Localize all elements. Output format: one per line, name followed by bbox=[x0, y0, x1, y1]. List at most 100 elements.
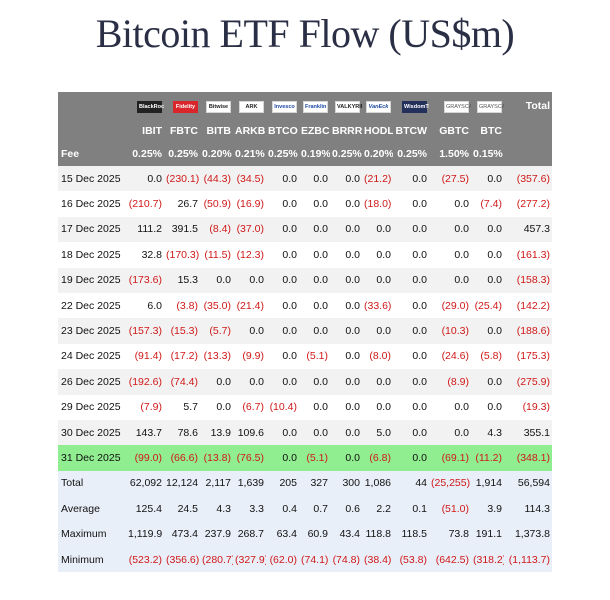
date-cell: 24 Dec 2025 bbox=[58, 343, 126, 370]
table-row: 26 Dec 2025 (192.6) (74.4) 0.0 0.0 0.0 0.0 0.0 0… bbox=[58, 369, 552, 395]
flow-cell: 0.0 bbox=[266, 191, 299, 217]
table-row: 29 Dec 2025 (7.9) 5.7 0.0 (6.7) (10.4) 0.0 0.0 0… bbox=[58, 394, 552, 420]
flow-cell: 0.0 bbox=[330, 419, 362, 446]
flow-cell: 4.3 bbox=[471, 419, 504, 446]
flow-cell: (173.6) bbox=[126, 267, 164, 293]
table-row: 18 Dec 2025 32.8 (170.3) (11.5) (12.3) 0.0 0.0… bbox=[58, 242, 552, 268]
flow-cell: 5.0 bbox=[362, 419, 393, 446]
date-cell: 29 Dec 2025 bbox=[58, 394, 126, 420]
flow-cell: 0.0 bbox=[299, 419, 330, 446]
summary-cell: (53.8) bbox=[393, 546, 429, 573]
flow-cell: (74.4) bbox=[164, 369, 200, 395]
fee-cell: 0.19% bbox=[299, 142, 330, 166]
flow-cell: (11.2) bbox=[471, 445, 504, 471]
summary-cell: 0.7 bbox=[299, 496, 330, 522]
date-cell: 22 Dec 2025 bbox=[58, 292, 126, 319]
flow-cell: 0.0 bbox=[330, 318, 362, 344]
flow-cell: 0.0 bbox=[266, 292, 299, 319]
flow-cell: (170.3) bbox=[164, 242, 200, 268]
ticker-row: IBIT FBTC BITB ARKB BTCO EZBC BRRR HODL BTCW GBTC… bbox=[58, 119, 552, 142]
flow-cell: 0.0 bbox=[266, 369, 299, 395]
flow-cell: (66.6) bbox=[164, 445, 200, 471]
summary-cell: 205 bbox=[266, 470, 299, 497]
flow-cell: 0.0 bbox=[266, 216, 299, 243]
flow-cell: 0.0 bbox=[393, 242, 429, 268]
summary-cell: 1,639 bbox=[233, 470, 266, 497]
flow-cell: 0.0 bbox=[362, 394, 393, 420]
flow-cell: (25.4) bbox=[471, 292, 504, 319]
summary-row: Maximum 1,119.9 473.4 237.9 268.7 63.4 60.9 43.… bbox=[58, 521, 552, 547]
fee-cell: 0.25% bbox=[126, 142, 164, 166]
flow-cell: 0.0 bbox=[393, 216, 429, 243]
flow-cell: 111.2 bbox=[126, 216, 164, 243]
row-total-cell: (357.6) bbox=[504, 166, 552, 192]
flow-cell: 0.0 bbox=[393, 166, 429, 192]
fidelity-logo: Fidelity bbox=[173, 100, 198, 113]
summary-cell: 473.4 bbox=[164, 521, 200, 547]
table-row: 15 Dec 2025 0.0 (230.1) (44.3) (34.5) 0.0 0.0 0… bbox=[58, 166, 552, 192]
flow-cell: 0.0 bbox=[471, 267, 504, 293]
flow-cell: (15.3) bbox=[164, 318, 200, 344]
summary-total-cell: 114.3 bbox=[504, 496, 552, 522]
date-cell: 30 Dec 2025 bbox=[58, 419, 126, 446]
ark-invest-logo: ARK bbox=[239, 100, 264, 113]
flow-cell: 0.0 bbox=[393, 292, 429, 319]
table-row: 23 Dec 2025 (157.3) (15.3) (5.7) 0.0 0.0 0.0 0.… bbox=[58, 318, 552, 344]
summary-cell: (25,255) bbox=[429, 470, 471, 497]
wisdomtree-logo: WisdomTree bbox=[402, 100, 429, 113]
summary-cell: (327.9) bbox=[233, 546, 266, 573]
summary-cell: 118.8 bbox=[362, 521, 393, 547]
summary-label: Maximum bbox=[58, 521, 126, 547]
flow-cell: 0.0 bbox=[429, 191, 471, 217]
summary-cell: 3.3 bbox=[233, 496, 266, 522]
flow-cell: 0.0 bbox=[393, 267, 429, 293]
fee-row: Fee 0.25% 0.25% 0.20% 0.21% 0.25% 0.19% 0.25% 0… bbox=[58, 142, 552, 166]
flow-cell: 0.0 bbox=[330, 216, 362, 243]
flow-cell: (10.4) bbox=[266, 394, 299, 420]
fee-cell: 0.25% bbox=[266, 142, 299, 166]
flow-cell: (192.6) bbox=[126, 369, 164, 395]
flow-cell: 109.6 bbox=[233, 419, 266, 446]
flow-cell: (230.1) bbox=[164, 166, 200, 192]
ticker-header: BRRR bbox=[330, 119, 362, 142]
flow-cell: 0.0 bbox=[362, 369, 393, 395]
summary-cell: 43.4 bbox=[330, 521, 362, 547]
flow-cell: 0.0 bbox=[299, 292, 330, 319]
flow-cell: 0.0 bbox=[330, 369, 362, 395]
ticker-header: BITB bbox=[200, 119, 233, 142]
summary-cell: 2,117 bbox=[200, 470, 233, 497]
flow-cell: (5.1) bbox=[299, 445, 330, 471]
flow-cell: (37.0) bbox=[233, 216, 266, 243]
ticker-header: BTC bbox=[471, 119, 504, 142]
row-total-cell: (275.9) bbox=[504, 369, 552, 395]
summary-cell: 4.3 bbox=[200, 496, 233, 522]
flow-cell: (24.6) bbox=[429, 343, 471, 370]
flow-cell: 0.0 bbox=[299, 394, 330, 420]
summary-cell: 1,119.9 bbox=[126, 521, 164, 547]
flow-cell: (35.0) bbox=[200, 292, 233, 319]
summary-cell: 118.5 bbox=[393, 521, 429, 547]
empty-cell bbox=[58, 92, 126, 119]
flow-cell: 391.5 bbox=[164, 216, 200, 243]
flow-cell: (13.8) bbox=[200, 445, 233, 471]
summary-total-cell: 1,373.8 bbox=[504, 521, 552, 547]
flow-cell: 0.0 bbox=[393, 419, 429, 446]
invesco-logo: Invesco bbox=[272, 100, 297, 113]
flow-cell: (16.9) bbox=[233, 191, 266, 217]
flow-cell: (5.1) bbox=[299, 343, 330, 370]
date-cell: 26 Dec 2025 bbox=[58, 369, 126, 395]
flow-cell: (8.0) bbox=[362, 343, 393, 370]
flow-cell: (13.3) bbox=[200, 343, 233, 370]
flow-cell: 0.0 bbox=[299, 369, 330, 395]
flow-cell: (210.7) bbox=[126, 191, 164, 217]
date-cell: 19 Dec 2025 bbox=[58, 267, 126, 293]
table-row: 19 Dec 2025 (173.6) 15.3 0.0 0.0 0.0 0.0 0.0 0.0… bbox=[58, 267, 552, 293]
flow-cell: 0.0 bbox=[233, 318, 266, 344]
flow-cell: 5.7 bbox=[164, 394, 200, 420]
flow-cell: (12.3) bbox=[233, 242, 266, 268]
table-body: BlackRock Fidelity Bitwise ARK Invesco F… bbox=[58, 92, 552, 573]
flow-cell: 0.0 bbox=[471, 242, 504, 268]
fee-cell: 0.21% bbox=[233, 142, 266, 166]
flow-cell: 0.0 bbox=[200, 394, 233, 420]
summary-cell: 0.4 bbox=[266, 496, 299, 522]
